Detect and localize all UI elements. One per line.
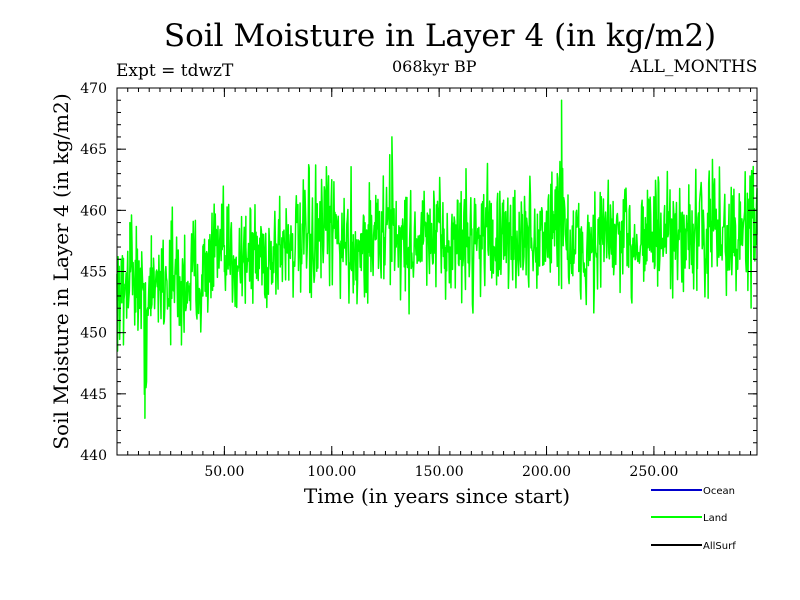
legend-label-land: Land — [703, 513, 727, 524]
period-label: 068kyr BP — [392, 57, 477, 76]
y-tick-label: 465 — [80, 142, 107, 158]
series-line-land — [116, 99, 758, 420]
ticks-layer — [117, 87, 757, 456]
y-tick-label: 470 — [80, 81, 107, 97]
y-tick-label: 445 — [80, 387, 107, 403]
legend-label-ocean: Ocean — [703, 486, 735, 497]
legend: Ocean Land AllSurf — [651, 486, 736, 552]
y-tick-label: 455 — [80, 265, 107, 281]
x-tick-label: 250.00 — [629, 464, 678, 480]
tick-labels-layer: 50.00 100.00 150.00 200.00 250.00 440 445 450 45… — [80, 81, 678, 480]
x-tick-label: 50.00 — [204, 464, 244, 480]
series-layer — [116, 99, 758, 420]
x-axis-label: Time (in years since start) — [304, 484, 570, 508]
experiment-label: Expt = tdwzT — [116, 61, 234, 81]
x-tick-label: 150.00 — [415, 464, 464, 480]
y-tick-label: 450 — [80, 326, 107, 342]
x-tick-label: 200.00 — [522, 464, 571, 480]
legend-label-allsurf: AllSurf — [703, 541, 736, 552]
y-axis-label: Soil Moisture in Layer 4 (in kg/m2) — [49, 93, 73, 449]
x-tick-label: 100.00 — [307, 464, 356, 480]
months-label: ALL_MONTHS — [630, 57, 758, 77]
chart-title: Soil Moisture in Layer 4 (in kg/m2) — [163, 18, 717, 54]
y-tick-label: 440 — [80, 448, 107, 464]
y-tick-label: 460 — [80, 203, 107, 219]
